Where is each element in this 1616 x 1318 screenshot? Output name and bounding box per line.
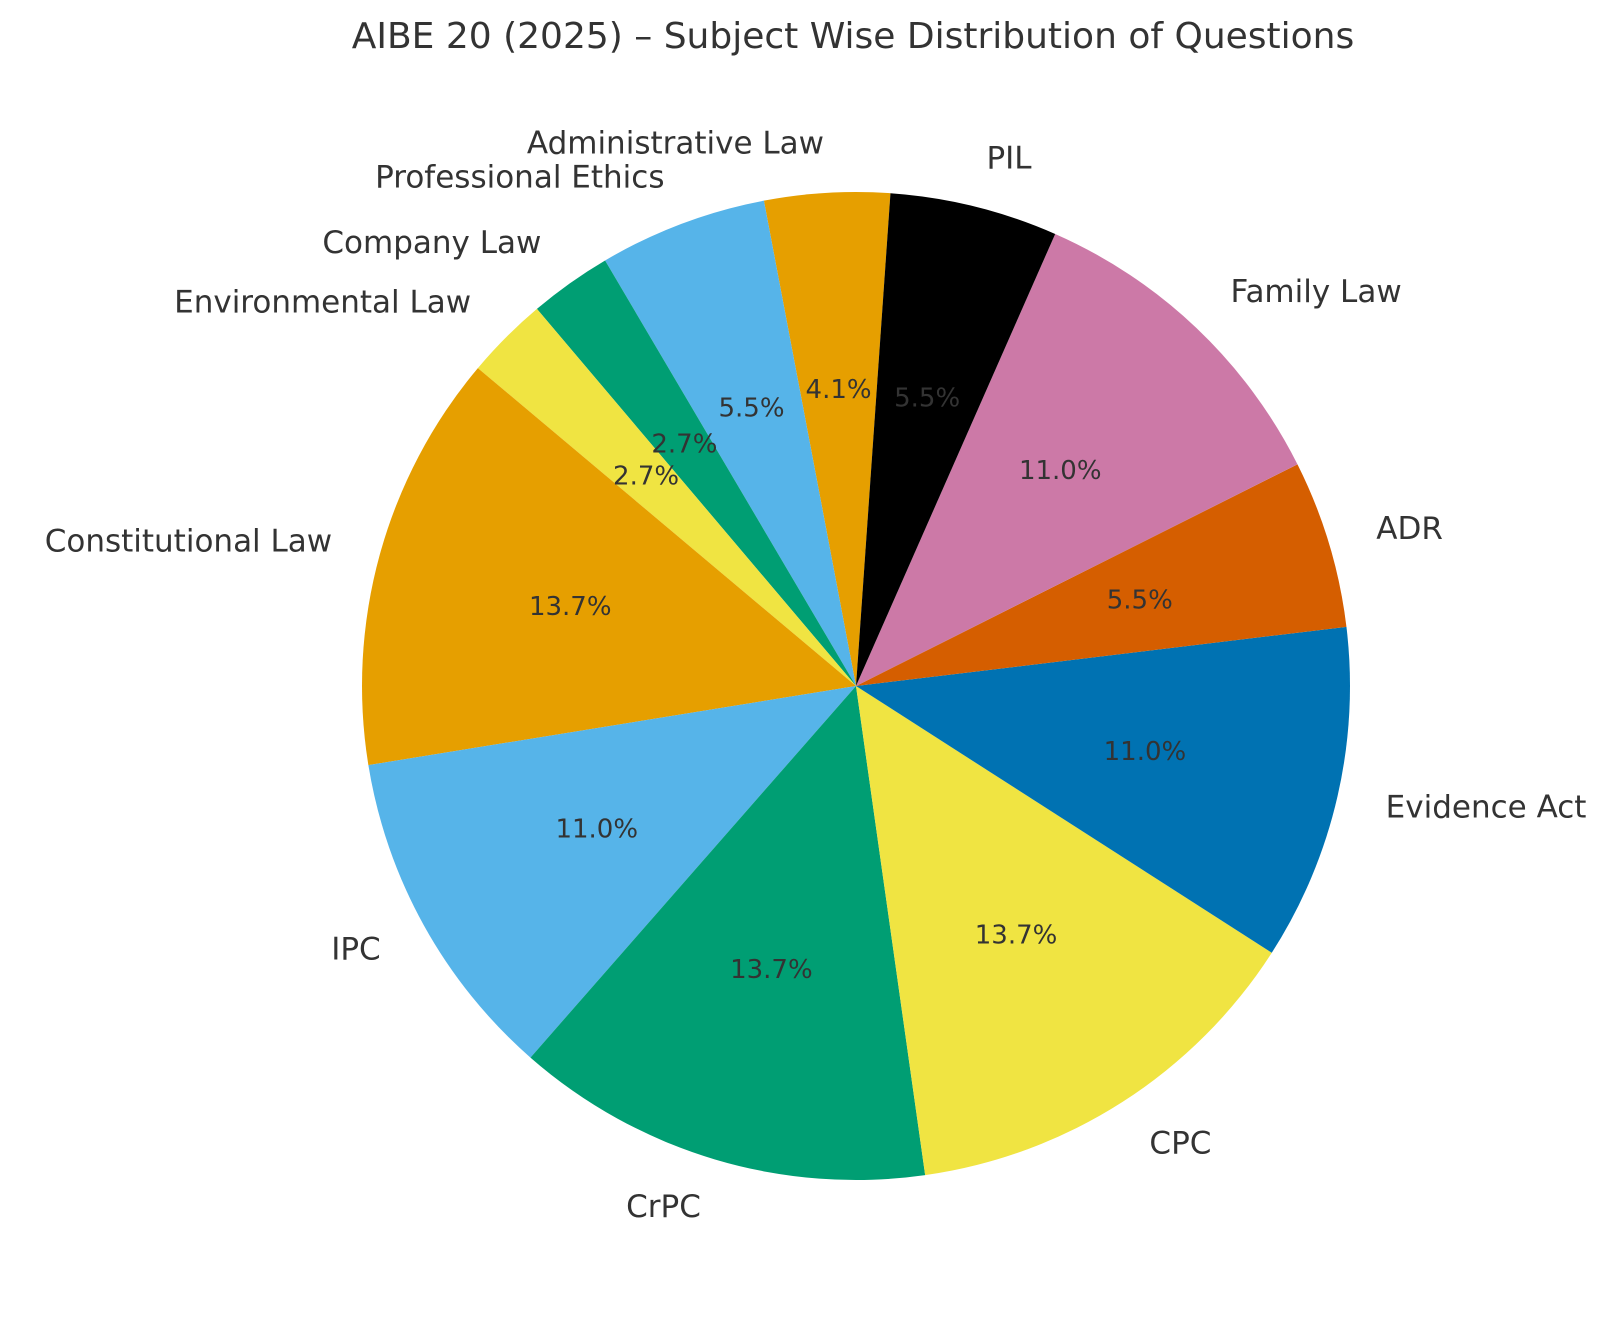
pie-slice-cpc xyxy=(856,686,1272,1176)
category-label-adr: ADR xyxy=(1376,511,1443,547)
category-label-cpc: CPC xyxy=(1149,1125,1211,1161)
pie-slice-environmental-law xyxy=(477,308,856,686)
pie-slice-family-law xyxy=(856,233,1298,686)
pie-slice-pil xyxy=(856,193,1056,686)
pct-label-environmental-law: 2.7% xyxy=(613,462,679,492)
pct-label-constitutional-law: 13.7% xyxy=(529,592,612,622)
pct-label-family-law: 11.0% xyxy=(1019,456,1102,486)
pct-label-company-law: 2.7% xyxy=(651,429,717,459)
category-label-pil: PIL xyxy=(986,140,1032,176)
pie-slice-constitutional-law xyxy=(361,368,856,766)
category-label-constitutional-law: Constitutional Law xyxy=(45,524,332,560)
pct-label-evidence-act: 11.0% xyxy=(1104,737,1187,767)
pie-slice-ipc xyxy=(368,686,856,1058)
category-label-crpc: CrPC xyxy=(626,1189,701,1225)
category-label-evidence-act: Evidence Act xyxy=(1386,789,1587,825)
pct-label-pil: 5.5% xyxy=(894,383,960,413)
pie-slice-professional-ethics xyxy=(605,200,856,687)
pie-slice-evidence-act xyxy=(856,626,1350,953)
pct-label-ipc: 11.0% xyxy=(555,815,638,845)
pct-label-cpc: 13.7% xyxy=(975,920,1058,950)
category-label-family-law: Family Law xyxy=(1230,274,1401,310)
pct-label-professional-ethics: 5.5% xyxy=(719,394,785,424)
category-label-company-law: Company Law xyxy=(322,225,541,261)
category-label-administrative-law: Administrative Law xyxy=(527,126,824,162)
category-label-ipc: IPC xyxy=(331,931,380,967)
pie-slice-crpc xyxy=(530,686,926,1180)
pct-label-adr: 5.5% xyxy=(1107,585,1173,615)
pct-label-administrative-law: 4.1% xyxy=(806,375,872,405)
pie-slice-adr xyxy=(856,464,1347,686)
category-label-professional-ethics: Professional Ethics xyxy=(375,159,664,195)
percentage-labels: 4.1%5.5%2.7%2.7%13.7%11.0%13.7%13.7%11.0… xyxy=(529,375,1186,985)
pie-slices xyxy=(361,192,1350,1180)
category-label-environmental-law: Environmental Law xyxy=(174,284,471,320)
chart-title: AIBE 20 (2025) – Subject Wise Distributi… xyxy=(352,16,1355,57)
pie-slice-company-law xyxy=(536,260,856,686)
pct-label-crpc: 13.7% xyxy=(730,955,813,985)
pie-slice-administrative-law xyxy=(763,192,891,686)
